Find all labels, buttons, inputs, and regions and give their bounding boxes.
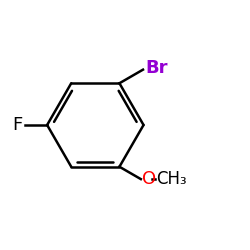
Text: Br: Br — [145, 60, 168, 78]
Text: CH₃: CH₃ — [156, 170, 187, 188]
Text: O: O — [142, 170, 156, 188]
Text: F: F — [13, 116, 23, 134]
